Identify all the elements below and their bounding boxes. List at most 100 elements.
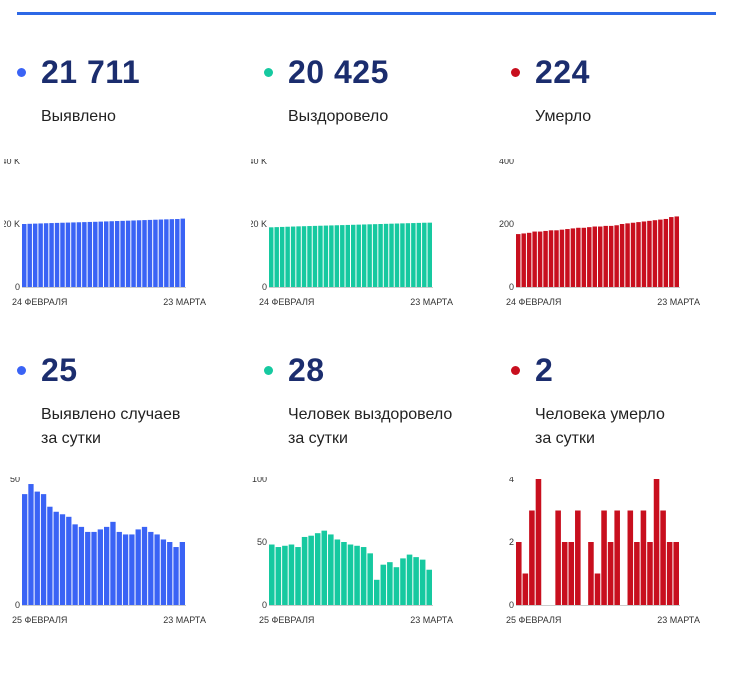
- bar: [526, 232, 532, 287]
- bar: [416, 222, 422, 287]
- bar: [587, 227, 592, 287]
- y-tick-label: 100: [252, 477, 267, 484]
- bar: [22, 494, 28, 605]
- stat-value: 20 425: [288, 54, 389, 90]
- stat-value: 2: [535, 352, 554, 388]
- bar: [594, 573, 601, 605]
- bar: [400, 223, 405, 287]
- y-tick-label: 0: [15, 600, 20, 610]
- bar: [537, 231, 543, 287]
- bar: [356, 224, 361, 287]
- bar: [535, 479, 542, 605]
- bar: [640, 510, 647, 605]
- bar: [295, 547, 301, 605]
- stat-card-deaths-daily: 2 Человека умерло за сутки 0 2 4 25 ФЕВРАЛЯ 23 …: [506, 352, 734, 673]
- bar: [360, 547, 367, 605]
- bar: [522, 573, 529, 605]
- bar: [153, 219, 158, 287]
- bar: [361, 224, 367, 287]
- stat-label: за сутки: [41, 430, 101, 447]
- legend-dot: [511, 68, 520, 77]
- bar: [561, 542, 568, 605]
- bar: [27, 223, 32, 287]
- y-tick-label: 0: [262, 282, 267, 292]
- bar: [367, 553, 373, 605]
- bar: [169, 219, 175, 287]
- x-start-label: 24 ФЕВРАЛЯ: [259, 297, 314, 307]
- bar: [104, 526, 110, 605]
- bar: [405, 223, 411, 287]
- bar: [136, 220, 142, 287]
- bar: [179, 542, 185, 605]
- stat-label: Человека умерло: [535, 406, 665, 423]
- bar: [120, 220, 125, 287]
- bar: [301, 226, 307, 287]
- bar: [351, 224, 356, 287]
- bar: [147, 219, 153, 287]
- bar: [323, 225, 329, 287]
- bar: [607, 542, 614, 605]
- bar: [158, 219, 164, 287]
- bar: [647, 542, 653, 605]
- bar: [312, 225, 318, 287]
- stat-value: 28: [288, 352, 325, 388]
- y-tick-label: 200: [499, 219, 514, 229]
- bar: [394, 223, 400, 287]
- x-start-label: 25 ФЕВРАЛЯ: [506, 615, 561, 625]
- stat-card-recovered-daily: 28 Человек выздоровело за сутки 0 50 100 25 ФЕ…: [252, 352, 494, 673]
- bar: [373, 579, 380, 605]
- bar: [131, 220, 136, 287]
- bar: [570, 228, 576, 287]
- legend-dot: [17, 366, 26, 375]
- bar: [347, 544, 354, 605]
- bar: [419, 559, 426, 605]
- x-end-label: 23 МАРТА: [163, 297, 206, 307]
- y-tick-label: 20 K: [4, 219, 20, 229]
- bar: [625, 223, 630, 287]
- bar: [559, 229, 565, 287]
- bar: [71, 222, 76, 287]
- bar: [91, 531, 97, 605]
- bar: [269, 227, 274, 287]
- bar: [34, 491, 40, 605]
- bar: [334, 225, 340, 287]
- y-tick-label: 20 K: [251, 219, 267, 229]
- bar: [274, 227, 279, 287]
- bar: [427, 222, 432, 287]
- bar: [288, 544, 295, 605]
- bar: [411, 223, 416, 287]
- bar: [269, 544, 275, 605]
- bar: [608, 225, 614, 287]
- bar: [660, 510, 666, 605]
- bar: [641, 221, 647, 287]
- bar: [341, 542, 347, 605]
- bar: [588, 542, 594, 605]
- bar: [87, 221, 93, 287]
- bar: [148, 531, 154, 605]
- bar: [372, 224, 378, 287]
- bar: [422, 222, 427, 287]
- bar: [110, 521, 116, 605]
- bar: [529, 510, 535, 605]
- bar: [72, 524, 78, 605]
- stat-card-detected-daily: 25 Выявлено случаев за сутки 0 50 25 ФЕВРАЛЯ 2…: [10, 353, 247, 673]
- bar: [603, 225, 608, 287]
- y-tick-label: 0: [509, 600, 514, 610]
- y-tick-label: 4: [509, 477, 514, 484]
- bar: [340, 225, 345, 287]
- bar: [576, 227, 581, 287]
- bar: [413, 557, 419, 605]
- bar: [406, 554, 413, 605]
- y-tick-label: 2: [509, 537, 514, 547]
- bar: [93, 221, 98, 287]
- bar: [22, 224, 27, 287]
- x-end-label: 23 МАРТА: [410, 615, 453, 625]
- x-start-label: 25 ФЕВРАЛЯ: [12, 615, 67, 625]
- bar: [60, 222, 65, 287]
- legend-dot: [511, 366, 520, 375]
- bar: [59, 514, 66, 605]
- bar: [389, 223, 394, 287]
- bar: [554, 230, 559, 287]
- bar: [275, 547, 282, 605]
- bar: [555, 510, 561, 605]
